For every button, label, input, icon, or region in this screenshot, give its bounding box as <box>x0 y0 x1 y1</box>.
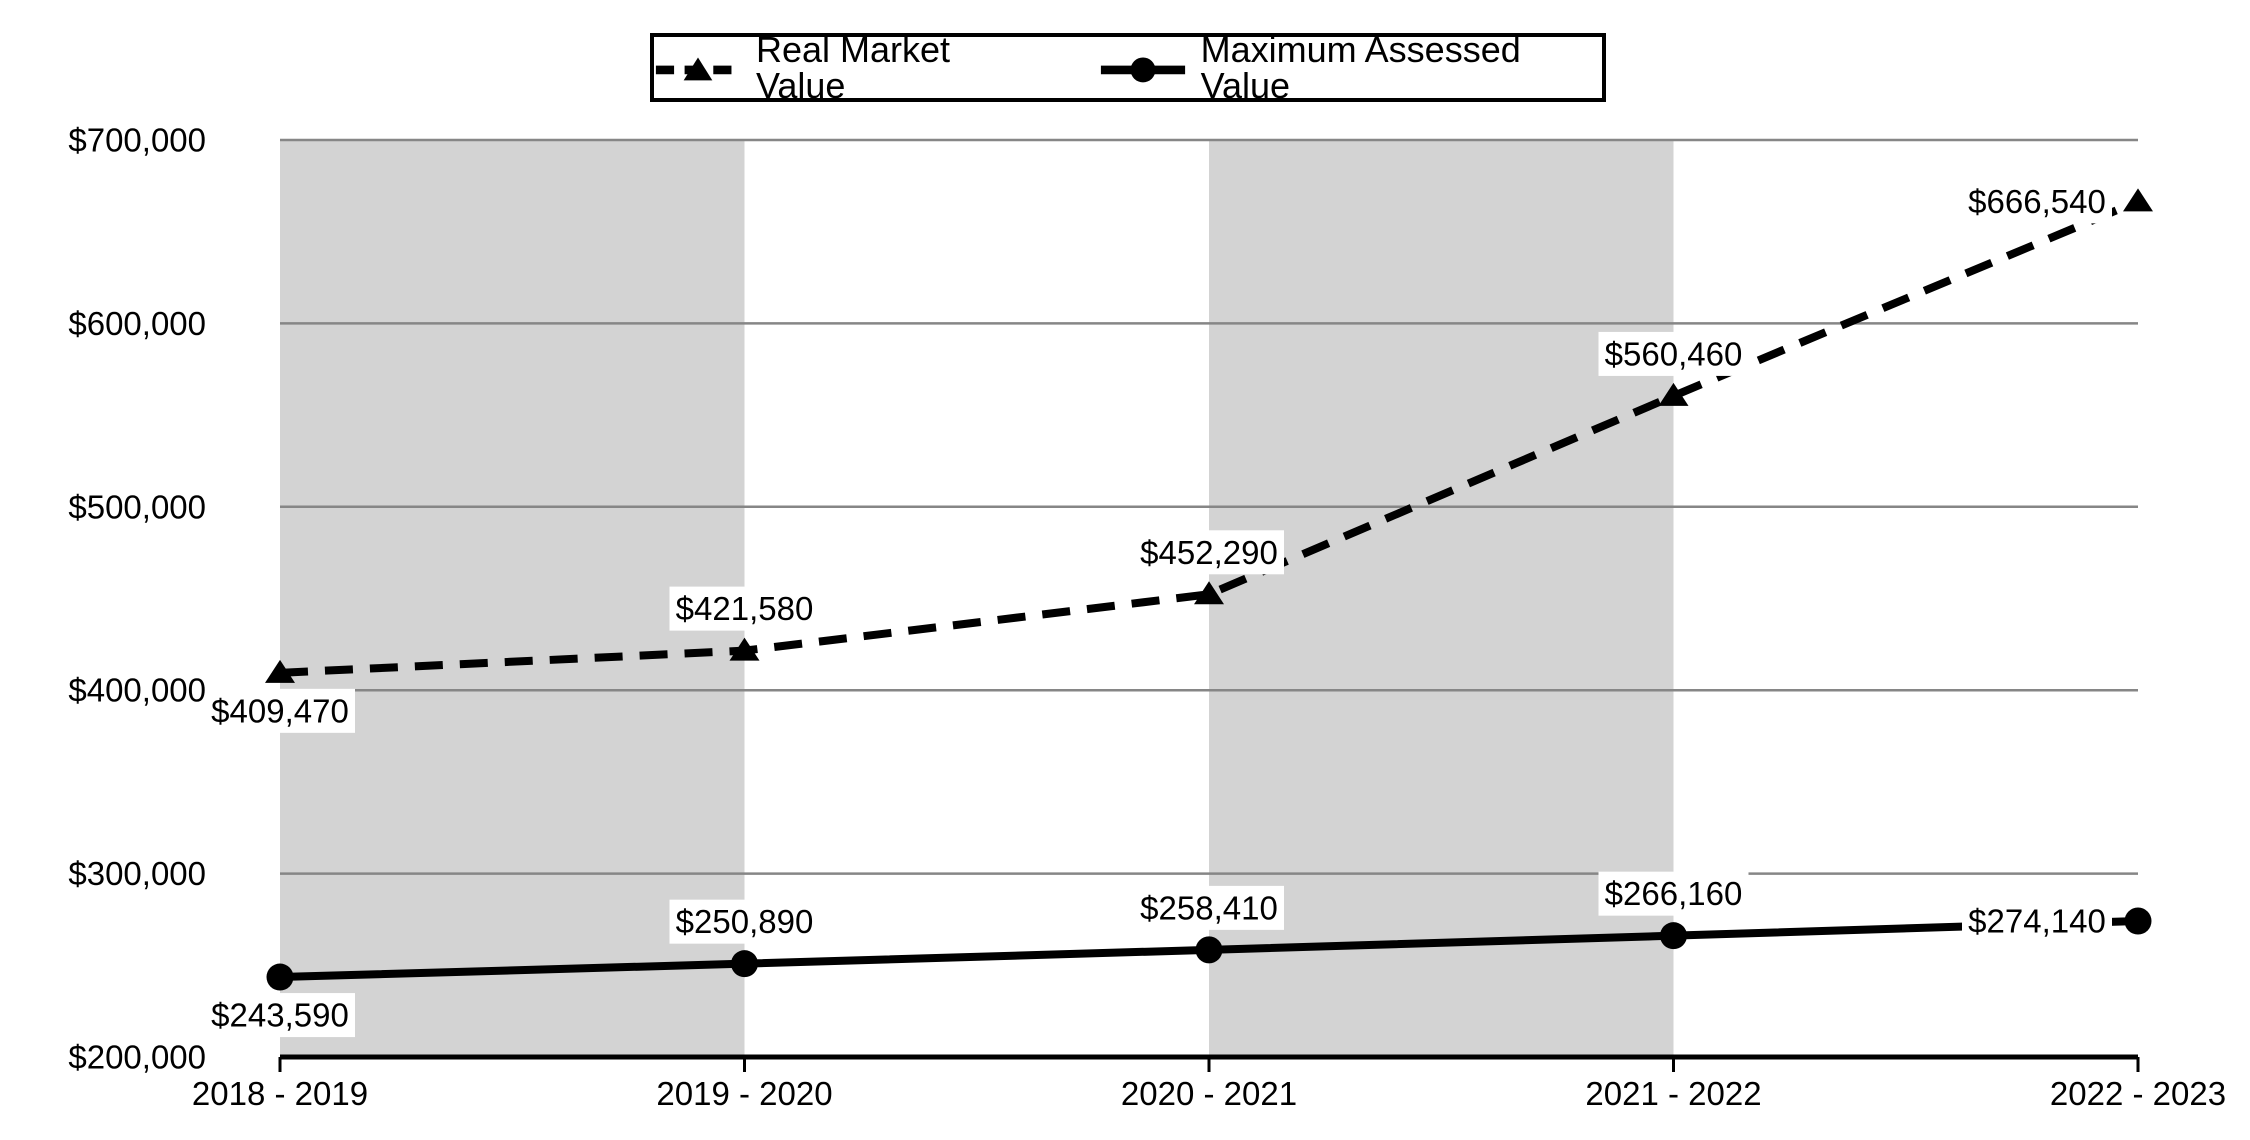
x-axis-tick-label: 2018 - 2019 <box>192 1075 368 1112</box>
data-point-marker-triangle <box>265 659 295 683</box>
x-axis-tick-label: 2022 - 2023 <box>2050 1075 2226 1112</box>
data-point-marker-circle <box>1660 922 1687 950</box>
y-axis-tick-label: $600,000 <box>68 305 206 342</box>
x-axis-tick-label: 2020 - 2021 <box>1121 1075 1297 1112</box>
data-label-background <box>669 899 820 944</box>
solid-line-circle-marker-icon <box>1100 56 1185 82</box>
data-label: $243,590 <box>211 997 349 1034</box>
data-label: $409,470 <box>211 692 349 729</box>
data-label-background <box>1134 530 1284 575</box>
legend-item-real-market-value: Real Market Value <box>654 28 1037 106</box>
data-label-background <box>1598 331 1749 376</box>
data-point-marker-triangle <box>729 637 760 661</box>
data-point-marker-circle <box>731 950 758 978</box>
data-label: $266,160 <box>1605 875 1743 912</box>
legend-item-maximum-assessed-value: Maximum Assessed Value <box>1099 28 1602 106</box>
legend: Real Market Value Maximum Assessed Value <box>650 28 1606 106</box>
data-label: $258,410 <box>1140 889 1278 926</box>
legend-label-real-market-value: Real Market Value <box>755 28 951 106</box>
data-point-marker-circle <box>2124 907 2152 935</box>
data-label-background <box>1134 885 1284 930</box>
y-axis-tick-label: $200,000 <box>68 1039 206 1076</box>
data-label: $274,140 <box>1968 903 2106 940</box>
data-label-background <box>1598 871 1749 916</box>
data-label: $560,460 <box>1605 335 1743 372</box>
data-label-background <box>1962 899 2112 944</box>
x-axis-tick-label: 2021 - 2022 <box>1585 1075 1761 1112</box>
data-label: $666,540 <box>1968 183 2106 220</box>
data-point-marker-triangle <box>1194 581 1224 605</box>
x-axis-tick-label: 2019 - 2020 <box>656 1075 832 1112</box>
plot-band <box>1209 140 1674 1057</box>
data-point-marker-triangle <box>1658 382 1689 406</box>
data-label-background <box>669 586 820 631</box>
data-point-marker-circle <box>1195 936 1223 964</box>
legend-label-maximum-assessed-value: Maximum Assessed Value <box>1200 28 1521 106</box>
y-axis-tick-label: $500,000 <box>68 488 206 525</box>
data-label: $250,890 <box>676 903 814 940</box>
y-axis-tick-label: $300,000 <box>68 855 206 892</box>
data-point-marker-triangle <box>2123 188 2153 212</box>
data-label: $421,580 <box>676 590 814 627</box>
data-label-background <box>1962 179 2112 224</box>
y-axis-tick-label: $700,000 <box>68 122 206 159</box>
y-axis-tick-label: $400,000 <box>68 672 206 709</box>
data-label: $452,290 <box>1140 534 1278 571</box>
plot-band <box>280 140 745 1057</box>
data-label-background <box>205 993 355 1038</box>
data-point-marker-circle <box>266 963 294 991</box>
data-label-background <box>205 688 355 733</box>
dashed-line-triangle-marker-icon <box>655 56 741 80</box>
